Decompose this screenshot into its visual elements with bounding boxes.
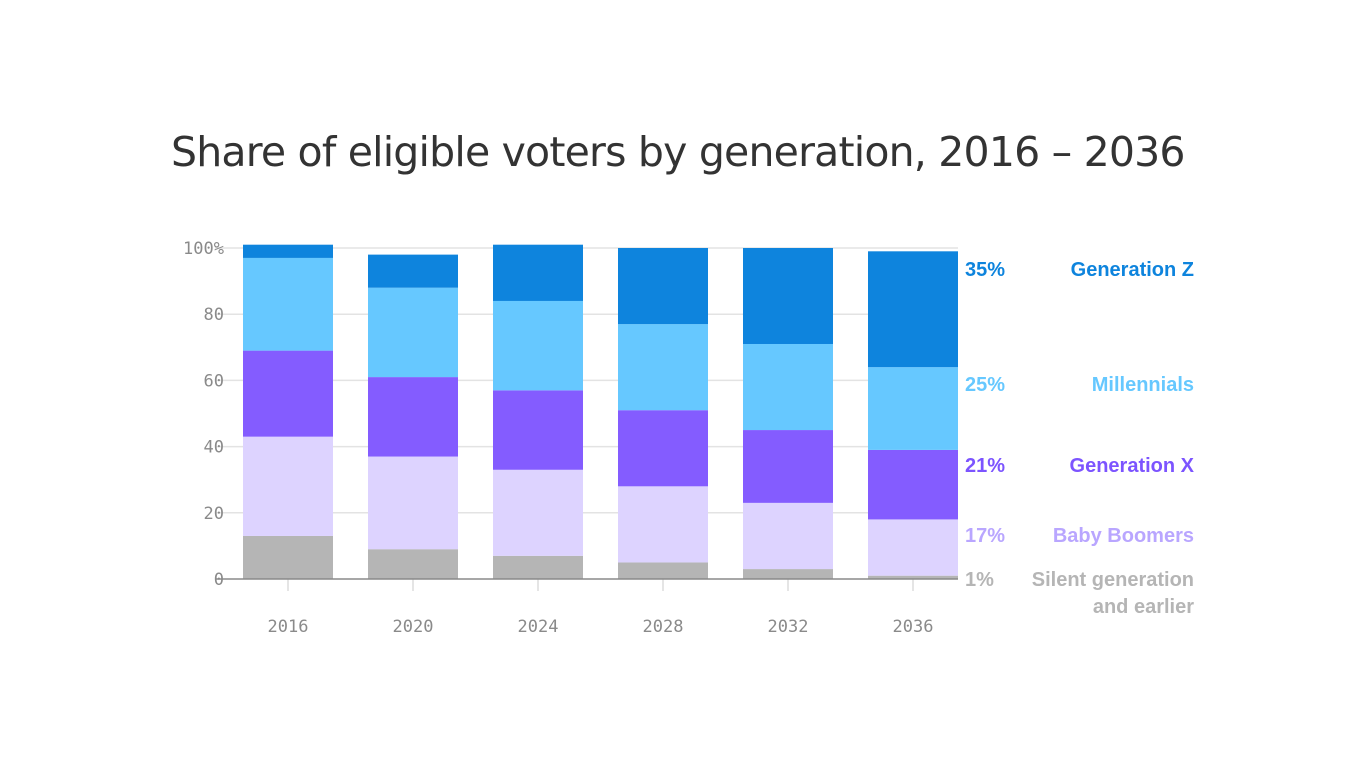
chart-title: Share of eligible voters by generation, … [171, 128, 1186, 176]
x-tick-label: 2016 [268, 617, 309, 637]
series-label: Silent generation [1032, 569, 1194, 591]
y-tick-label: 60 [204, 371, 224, 391]
y-axis-ticks: 0 20 40 60 80 100% [183, 239, 224, 590]
bar-segment-baby-boomers [493, 469, 583, 556]
bar-segment-baby-boomers [618, 486, 708, 563]
bar-segment-millennials [368, 287, 458, 378]
end-labels: 1% Silent generation and earlier 17% Baby Bo… [965, 259, 1195, 618]
bar-segment-generation-x [243, 350, 333, 437]
y-tick-label: 20 [204, 504, 224, 524]
bar-segment-generation-z [493, 244, 583, 301]
bar-segment-generation-x [618, 410, 708, 487]
end-value-label: 25% [965, 374, 1005, 396]
bar-segment-millennials [743, 343, 833, 431]
bar-segment-silent-generation-and-earlier [618, 562, 708, 579]
bar-segment-generation-z [618, 248, 708, 325]
series-label: Millennials [1092, 374, 1194, 396]
bar-segment-baby-boomers [743, 502, 833, 570]
x-axis: 2016 2020 2024 2028 2032 2036 [215, 578, 958, 637]
series-label: Generation X [1070, 455, 1195, 477]
series-label: Baby Boomers [1053, 525, 1194, 547]
bar-segment-generation-x [868, 449, 958, 520]
y-tick-label: 40 [204, 438, 224, 458]
x-tick-label: 2028 [643, 617, 684, 637]
gridlines [215, 247, 958, 514]
x-tick-label: 2024 [518, 617, 559, 637]
bar-segment-millennials [868, 367, 958, 450]
bar-segment-silent-generation-and-earlier [493, 555, 583, 579]
bar-segment-baby-boomers [868, 519, 958, 576]
bar-segment-generation-z [243, 244, 333, 258]
bar-segment-millennials [493, 300, 583, 391]
end-value-label: 35% [965, 259, 1005, 281]
x-tick-label: 2036 [893, 617, 934, 637]
bars [243, 244, 958, 579]
bar-segment-silent-generation-and-earlier [743, 569, 833, 579]
bar-segment-millennials [243, 257, 333, 351]
bar-segment-baby-boomers [368, 456, 458, 550]
bar-segment-generation-x [743, 430, 833, 503]
series-label: and earlier [1093, 596, 1194, 618]
bar-segment-silent-generation-and-earlier [368, 549, 458, 579]
bar-segment-generation-x [368, 377, 458, 457]
bar-segment-generation-z [743, 248, 833, 344]
end-value-label: 21% [965, 455, 1005, 477]
bar-segment-silent-generation-and-earlier [868, 575, 958, 579]
y-tick-label: 100% [183, 239, 224, 259]
y-tick-label: 0 [214, 570, 224, 590]
series-label: Generation Z [1071, 259, 1194, 281]
x-tick-label: 2020 [393, 617, 434, 637]
bar-segment-baby-boomers [243, 436, 333, 536]
y-tick-label: 80 [204, 305, 224, 325]
bar-segment-generation-z [368, 254, 458, 288]
x-tick-label: 2032 [768, 617, 809, 637]
bar-segment-silent-generation-and-earlier [243, 535, 333, 579]
end-value-label: 17% [965, 525, 1005, 547]
bar-segment-generation-z [868, 251, 958, 368]
end-value-label: 1% [965, 569, 994, 591]
bar-segment-generation-x [493, 390, 583, 470]
bar-segment-millennials [618, 324, 708, 411]
